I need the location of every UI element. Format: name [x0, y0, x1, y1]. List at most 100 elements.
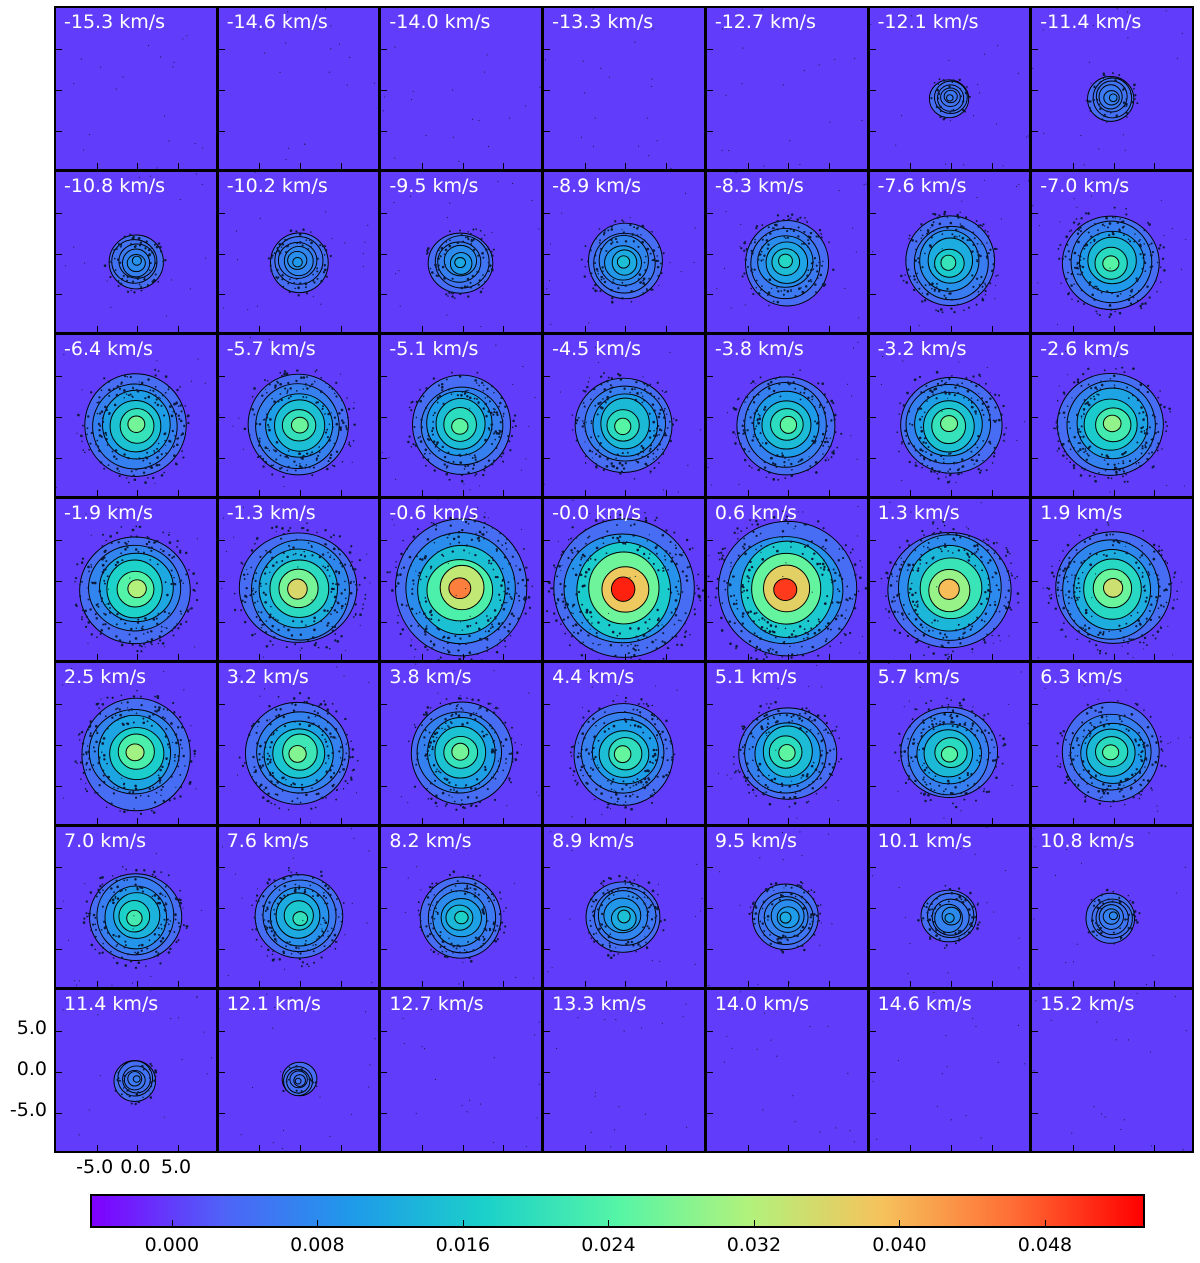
- contour-speckle: [754, 519, 758, 523]
- contour-speckle: [151, 280, 155, 283]
- contour-speckle: [328, 386, 331, 389]
- contour-speckle: [920, 300, 923, 303]
- contour-speckle: [243, 761, 246, 764]
- contour-speckle: [180, 579, 183, 582]
- contour-speckle: [957, 637, 960, 640]
- contour-speckle: [504, 556, 507, 559]
- contour-speckle: [737, 398, 740, 400]
- contour-speckle: [325, 275, 328, 278]
- noise-speck: [650, 230, 652, 232]
- noise-speck: [469, 552, 471, 554]
- contour-speckle: [1176, 590, 1179, 593]
- contour-speckle: [431, 647, 434, 650]
- contour-speckle: [980, 560, 983, 563]
- contour-speckle: [112, 792, 115, 795]
- contour-speckle: [104, 613, 107, 616]
- contour-speckle: [743, 537, 745, 540]
- contour-speckle: [311, 703, 314, 707]
- noise-speck: [512, 384, 514, 386]
- contour-speckle: [457, 394, 460, 397]
- contour-speckle: [575, 419, 579, 423]
- contour-speckle: [917, 261, 920, 264]
- contour-speckle: [450, 788, 453, 791]
- contour-speckle: [180, 410, 183, 413]
- contour-speckle: [772, 516, 776, 519]
- noise-speck: [469, 408, 471, 410]
- contour-speckle: [748, 640, 752, 643]
- contour-speckle: [106, 762, 108, 765]
- noise-speck: [1067, 518, 1069, 520]
- noise-speck: [87, 642, 89, 644]
- contour-speckle: [1076, 261, 1080, 264]
- contour-speckle: [337, 572, 340, 575]
- contour-speckle: [976, 447, 978, 449]
- contour-speckle: [313, 643, 317, 647]
- contour-speckle: [483, 537, 486, 540]
- contour-speckle: [1062, 411, 1066, 415]
- contour-speckle: [289, 242, 291, 245]
- noise-speck: [608, 612, 610, 615]
- contour-speckle: [128, 791, 131, 794]
- contour-speckle: [353, 423, 356, 427]
- contour-speckle: [89, 720, 93, 723]
- noise-speck: [965, 526, 967, 528]
- contour-speckle: [925, 292, 929, 296]
- contour-speckle: [1100, 380, 1103, 383]
- contour-speckle: [943, 524, 946, 527]
- contour-speckle: [333, 558, 335, 561]
- contour-speckle: [558, 565, 562, 568]
- noise-speck: [615, 513, 617, 515]
- contour-speckle: [902, 618, 905, 621]
- contour-speckle: [910, 238, 914, 242]
- contour-speckle: [807, 470, 809, 472]
- contour-speckle: [322, 565, 324, 568]
- contour-speckle: [610, 384, 612, 387]
- contour-speckle: [1171, 607, 1175, 610]
- panel-y-tick: [1032, 89, 1039, 91]
- contour-speckle: [775, 549, 779, 553]
- contour-speckle: [254, 572, 257, 575]
- contour-speckle: [554, 566, 557, 569]
- noise-speck: [392, 519, 394, 521]
- contour-speckle: [788, 645, 791, 648]
- contour-speckle: [272, 732, 275, 734]
- contour-speckle: [1142, 256, 1145, 259]
- contour-speckle: [1065, 635, 1067, 638]
- contour-speckle: [101, 417, 104, 420]
- contour-speckle: [104, 406, 107, 409]
- contour-speckle: [970, 625, 973, 628]
- contour-speckle: [755, 279, 758, 282]
- contour-speckle: [1073, 591, 1076, 594]
- noise-speck: [852, 347, 854, 350]
- contour-speckle: [599, 401, 602, 405]
- contour-speckle: [320, 279, 323, 283]
- contour-speckle: [302, 455, 305, 458]
- contour-speckle: [606, 530, 609, 533]
- channel-panel: -4.5 km/s: [542, 333, 706, 499]
- contour-speckle: [920, 467, 923, 469]
- panel-y-tick: [1032, 48, 1039, 50]
- contour-speckle: [646, 288, 649, 291]
- noise-speck: [1043, 132, 1045, 134]
- contour-speckle: [303, 700, 306, 703]
- contour-speckle: [799, 369, 801, 372]
- contour-speckle: [1143, 228, 1146, 231]
- contour-speckle: [300, 457, 304, 461]
- contour-speckle: [992, 262, 995, 266]
- contour-speckle: [119, 261, 122, 264]
- contour-speckle: [814, 461, 818, 465]
- contour-speckle: [437, 268, 441, 271]
- contour-speckle: [921, 441, 925, 445]
- contour-speckle: [493, 432, 496, 435]
- noise-speck: [1167, 625, 1169, 628]
- contour-speckle: [177, 627, 180, 630]
- contour-speckle: [1139, 556, 1142, 559]
- contour-speckle: [658, 462, 660, 465]
- contour-speckle: [765, 234, 767, 236]
- contour-speckle: [98, 396, 101, 399]
- contour-speckle: [651, 640, 655, 644]
- noise-speck: [850, 435, 852, 437]
- contour-speckle: [264, 549, 267, 552]
- contour-speckle: [507, 630, 511, 633]
- noise-speck: [858, 317, 860, 319]
